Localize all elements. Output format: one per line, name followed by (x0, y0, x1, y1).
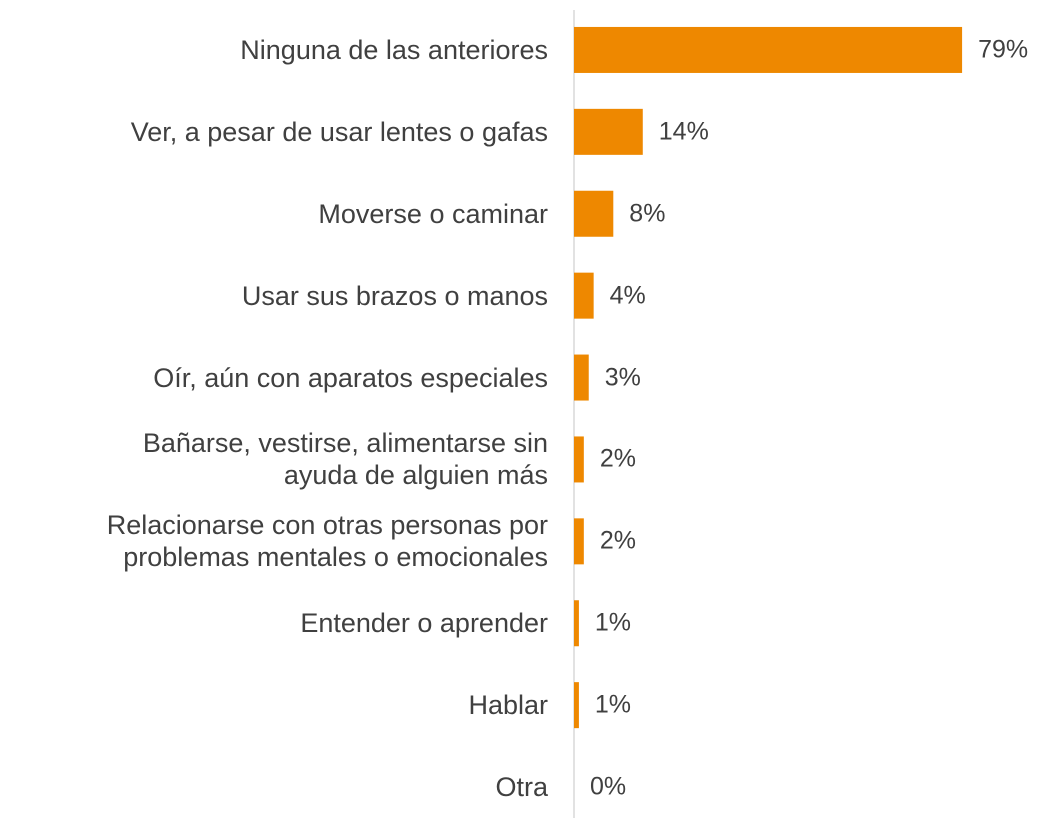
value-label: 8% (629, 199, 666, 228)
category-label: Usar sus brazos o manos (241, 280, 548, 311)
bar (574, 682, 579, 729)
value-label: 2% (599, 526, 636, 555)
value-label: 1% (594, 690, 632, 719)
category-label: Ver, a pesar de usar lentes o gafas (130, 116, 548, 147)
value-label: 14% (658, 117, 709, 146)
bar (574, 26, 963, 73)
category-label: Hablar (468, 690, 548, 721)
value-label: 2% (599, 444, 636, 473)
category-label: Otra (495, 772, 548, 803)
category-label: Bañarse, vestirse, alimentarse sin ayuda… (142, 428, 548, 491)
bar (574, 354, 589, 401)
value-label: 0% (590, 772, 627, 801)
value-label: 1% (594, 608, 632, 637)
category-label: Oír, aún con aparatos especiales (153, 362, 548, 393)
bar (574, 190, 614, 237)
category-label: Entender o aprender (300, 608, 548, 639)
category-label: Moverse o caminar (318, 198, 548, 229)
value-label: 79% (978, 35, 1029, 64)
bar (574, 108, 643, 155)
category-label: Relacionarse con otras personas por prob… (106, 510, 548, 573)
value-label: 3% (604, 363, 641, 392)
bar (574, 518, 584, 565)
value-label: 4% (609, 281, 646, 310)
category-label: Ninguna de las anteriores (240, 34, 548, 65)
bar (574, 600, 579, 647)
bar (574, 272, 594, 319)
bar (574, 436, 584, 483)
